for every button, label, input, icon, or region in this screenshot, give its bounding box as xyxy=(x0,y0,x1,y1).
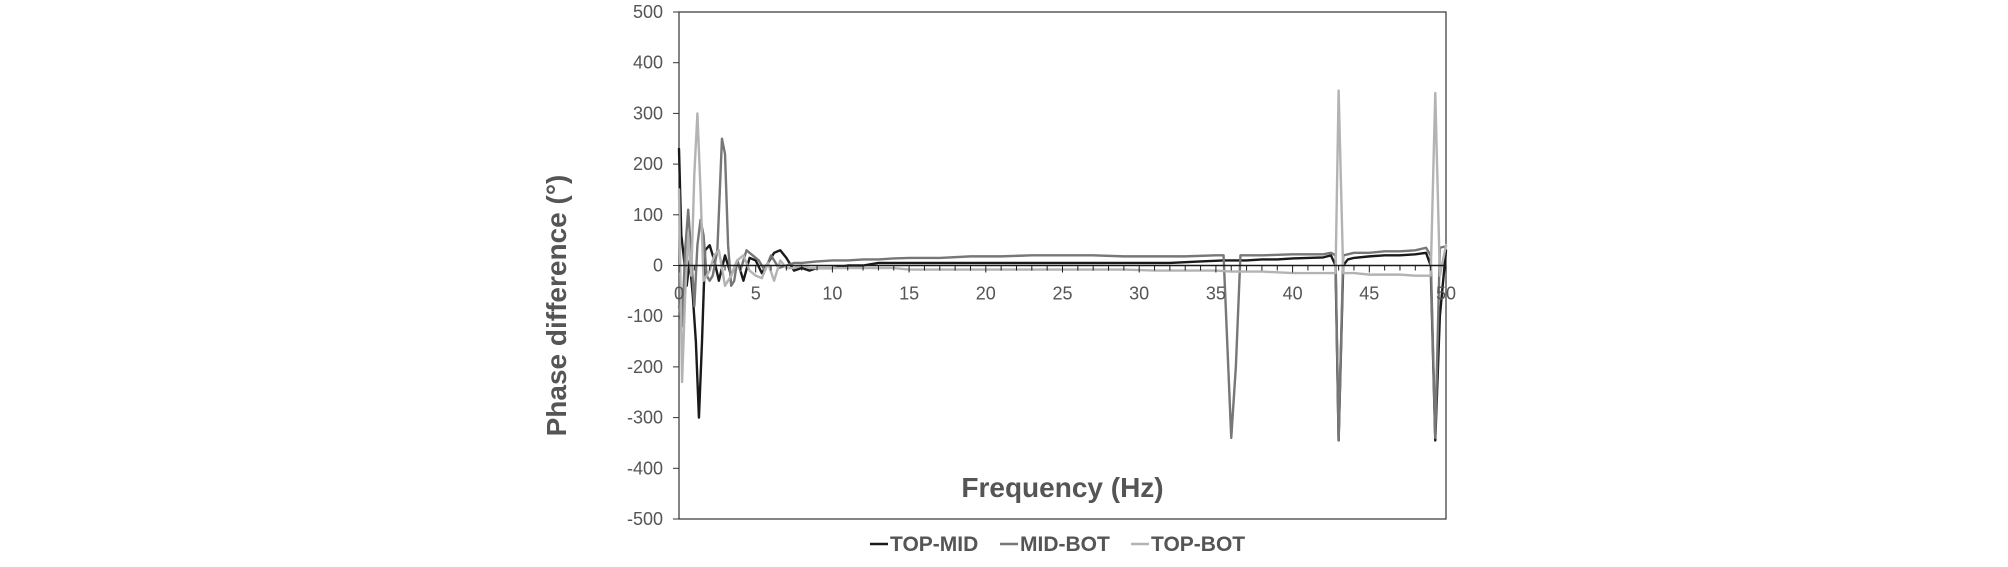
series-layer xyxy=(677,89,1448,442)
y-tick-label: 500 xyxy=(633,2,663,22)
labels-layer: Frequency (Hz) Phase difference (°) xyxy=(541,175,1164,503)
x-tick-label: 25 xyxy=(1052,284,1072,304)
legend: TOP-MID MID-BOT TOP-BOT xyxy=(870,533,1245,556)
y-tick-label: 300 xyxy=(633,103,663,123)
y-tick-label: 100 xyxy=(633,205,663,225)
legend-item-mid-bot: MID-BOT xyxy=(1000,533,1110,556)
x-tick-label: 35 xyxy=(1206,284,1226,304)
legend-label: MID-BOT xyxy=(1020,533,1110,556)
y-tick-label: -400 xyxy=(627,458,663,478)
x-tick-label: 10 xyxy=(822,284,842,304)
x-tick-label: 15 xyxy=(899,284,919,304)
x-tick-label: 0 xyxy=(674,284,684,304)
y-tick-label: 400 xyxy=(633,53,663,73)
x-tick-label: 20 xyxy=(976,284,996,304)
legend-item-top-bot: TOP-BOT xyxy=(1131,533,1245,556)
x-tick-label: 30 xyxy=(1129,284,1149,304)
legend-label: TOP-MID xyxy=(890,533,978,556)
series-line-top-bot xyxy=(677,89,1448,384)
series-line-mid-bot xyxy=(677,137,1448,442)
y-axis-title: Phase difference (°) xyxy=(541,175,572,437)
legend-label: TOP-BOT xyxy=(1151,533,1245,556)
y-tick-label: -100 xyxy=(627,306,663,326)
x-tick-label: 40 xyxy=(1283,284,1303,304)
x-axis-title: Frequency (Hz) xyxy=(961,472,1163,503)
y-tick-label: 0 xyxy=(653,256,663,276)
legend-item-top-mid: TOP-MID xyxy=(870,533,978,556)
y-tick-label: -300 xyxy=(627,408,663,428)
y-tick-label: -200 xyxy=(627,357,663,377)
x-tick-label: 5 xyxy=(751,284,761,304)
y-tick-label: 200 xyxy=(633,154,663,174)
y-tick-label: -500 xyxy=(627,509,663,529)
x-tick-label: 45 xyxy=(1359,284,1379,304)
axes-layer: 0 5 10 15 20 25 30 35 40 45 50 500 400 300 200 100 0 -100… xyxy=(627,2,1456,529)
x-tick-label: 50 xyxy=(1436,284,1456,304)
